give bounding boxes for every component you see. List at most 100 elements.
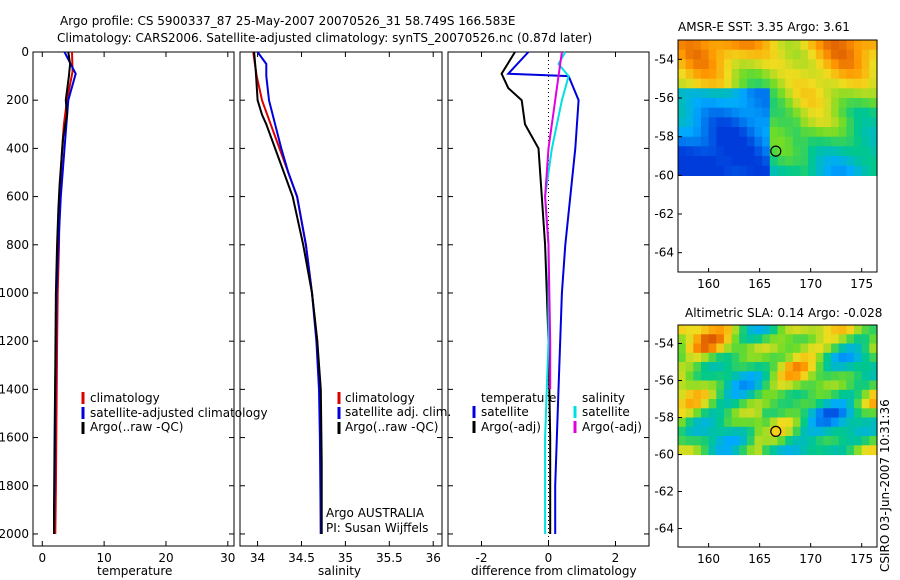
map-cell [769, 136, 779, 147]
map-cell [869, 325, 878, 335]
map-cell [723, 165, 733, 176]
map-cell [754, 343, 763, 354]
map-cell [701, 399, 710, 409]
map-cell [785, 352, 794, 363]
map-cell [701, 40, 710, 51]
map-cell [815, 49, 825, 60]
map-cell [831, 408, 840, 419]
map-cell [808, 40, 817, 51]
map-cell [762, 325, 771, 335]
map-cell [678, 380, 687, 391]
map-cell [754, 445, 763, 456]
map-cell [869, 49, 878, 60]
map-cell [754, 389, 763, 400]
map-cell [831, 399, 840, 409]
map-cell [678, 40, 687, 51]
map-cell [815, 399, 825, 409]
map-cell [823, 352, 832, 363]
map-cell [777, 343, 786, 354]
map-cell [754, 371, 763, 382]
map-cell [708, 334, 717, 345]
map-cell [861, 343, 870, 354]
map-cell [838, 117, 847, 128]
map-cell [823, 107, 832, 118]
map-cell [861, 136, 870, 147]
map-cell [708, 136, 717, 147]
map-cell [854, 343, 863, 354]
map-cell [685, 88, 694, 99]
map-cell [777, 380, 786, 391]
map-cell [846, 40, 855, 51]
map-cell [678, 389, 687, 400]
map-cell [815, 352, 825, 363]
map-cell [708, 59, 717, 70]
map-cell [831, 117, 840, 128]
map-cell [846, 136, 855, 147]
map-cell [808, 371, 817, 382]
series-line-salinity-argo-adj- [544, 51, 563, 390]
map-cell [785, 127, 794, 138]
map-cell [808, 389, 817, 400]
y-tick-label: 600 [6, 190, 29, 204]
map-cell [854, 165, 863, 176]
y-tick-label: -56 [654, 374, 674, 388]
sla-map-panel: Altimetric SLA: 0.14 Argo: -0.028 160 165… [654, 306, 882, 566]
x-tick-label: 0 [38, 551, 46, 565]
map-cell [769, 343, 779, 354]
map-cell [723, 88, 733, 99]
map-cell [846, 389, 855, 400]
map-cell [854, 334, 863, 345]
map-cell [800, 156, 809, 167]
map-cell [678, 136, 687, 147]
map-cell [746, 69, 756, 80]
map-cell [754, 40, 763, 51]
map-cell [785, 371, 794, 382]
map-cell [792, 40, 802, 51]
map-cell [739, 426, 748, 437]
map-cell [769, 98, 779, 109]
map-cell [861, 417, 870, 428]
map-cell [815, 59, 825, 70]
map-cell [731, 78, 740, 89]
map-cell [754, 127, 763, 138]
map-cell [869, 445, 878, 456]
map-cell [777, 156, 786, 167]
difference-panel: difference from climatology temperature … [447, 51, 650, 578]
map-cell [854, 59, 863, 70]
map-cell [716, 165, 725, 176]
map-cell [815, 40, 825, 51]
map-cell [838, 146, 847, 157]
y-tick-label: -54 [654, 337, 674, 351]
map-cell [792, 325, 802, 335]
map-cell [739, 445, 748, 456]
map-cell [769, 389, 779, 400]
map-cell [854, 352, 863, 363]
map-cell [762, 343, 771, 354]
map-cell [800, 380, 809, 391]
map-cell [746, 165, 756, 176]
map-cell [746, 334, 756, 345]
map-cell [823, 426, 832, 437]
map-cell [808, 325, 817, 335]
y-tick-label: -64 [654, 522, 674, 536]
map-cell [792, 352, 802, 363]
map-cell [754, 98, 763, 109]
map-cell [869, 334, 878, 345]
map-cell [685, 325, 694, 335]
map-cell [846, 325, 855, 335]
map-cell [754, 334, 763, 345]
y-tick-label: 1600 [0, 431, 29, 445]
map-cell [831, 40, 840, 51]
map-cell [693, 380, 702, 391]
map-cell [869, 107, 878, 118]
map-cell [800, 325, 809, 335]
map-cell [823, 408, 832, 419]
map-cell [838, 88, 847, 99]
map-cell [869, 426, 878, 437]
map-cell [838, 325, 847, 335]
map-cell [777, 334, 786, 345]
map-cell [792, 107, 802, 118]
map-cell [838, 49, 847, 60]
map-cell [785, 49, 794, 60]
y-tick-label: 1000 [0, 286, 29, 300]
